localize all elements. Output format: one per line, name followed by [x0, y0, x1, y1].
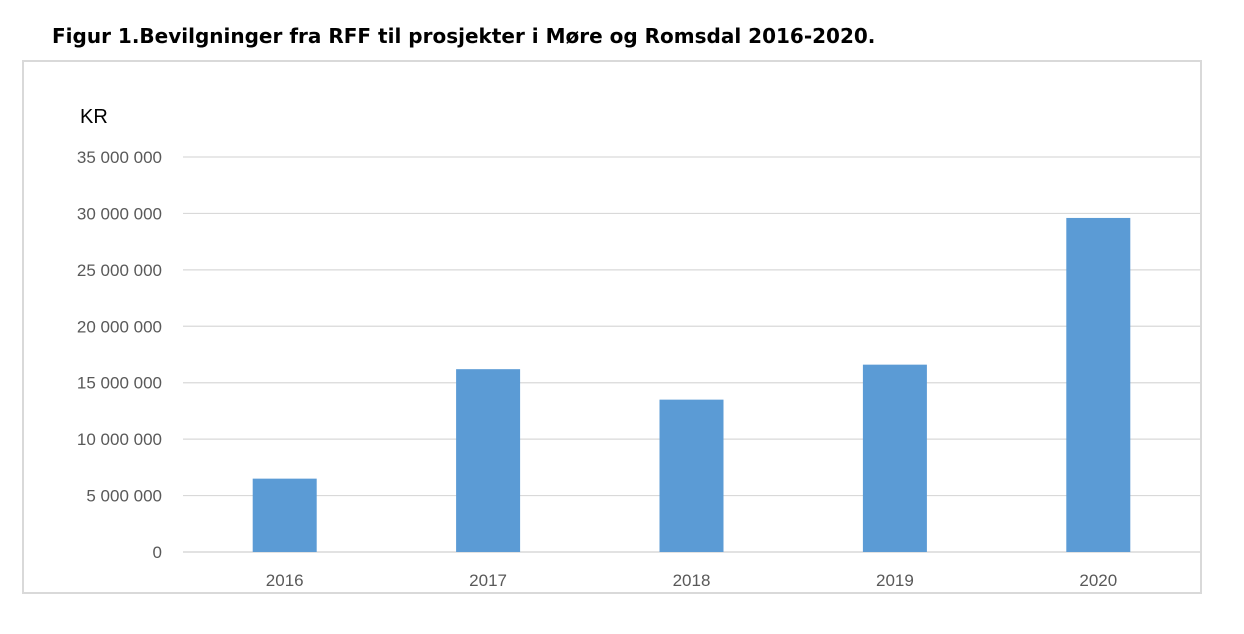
y-axis-unit-label: KR	[80, 106, 108, 128]
bar-2016	[252, 478, 317, 552]
bars	[252, 217, 1131, 552]
bar-2020	[1066, 217, 1131, 552]
y-axis-tick-labels: 0 5 000 000 10 000 000 15 000 000 20 000 000…	[77, 148, 162, 562]
x-tick-label: 2016	[266, 571, 304, 590]
bar-2018	[659, 399, 724, 552]
x-tick-label: 2020	[1079, 571, 1117, 590]
y-tick-label: 30 000 000	[77, 204, 162, 223]
y-tick-label: 5 000 000	[86, 487, 162, 506]
y-tick-label: 25 000 000	[77, 261, 162, 280]
y-tick-label: 0	[153, 543, 162, 562]
figure-title: Figur 1.Bevilgninger fra RFF til prosjek…	[52, 24, 876, 48]
x-tick-label: 2018	[673, 571, 711, 590]
y-tick-label: 15 000 000	[77, 374, 162, 393]
bar-2017	[456, 369, 521, 552]
x-axis-tick-labels: 2016 2017 2018 2019 2020	[266, 571, 1117, 590]
x-tick-label: 2017	[469, 571, 507, 590]
y-tick-label: 35 000 000	[77, 148, 162, 167]
bar-2019	[862, 364, 927, 552]
x-tick-label: 2019	[876, 571, 914, 590]
chart-frame	[22, 60, 1202, 594]
y-tick-label: 10 000 000	[77, 430, 162, 449]
y-tick-label: 20 000 000	[77, 317, 162, 336]
